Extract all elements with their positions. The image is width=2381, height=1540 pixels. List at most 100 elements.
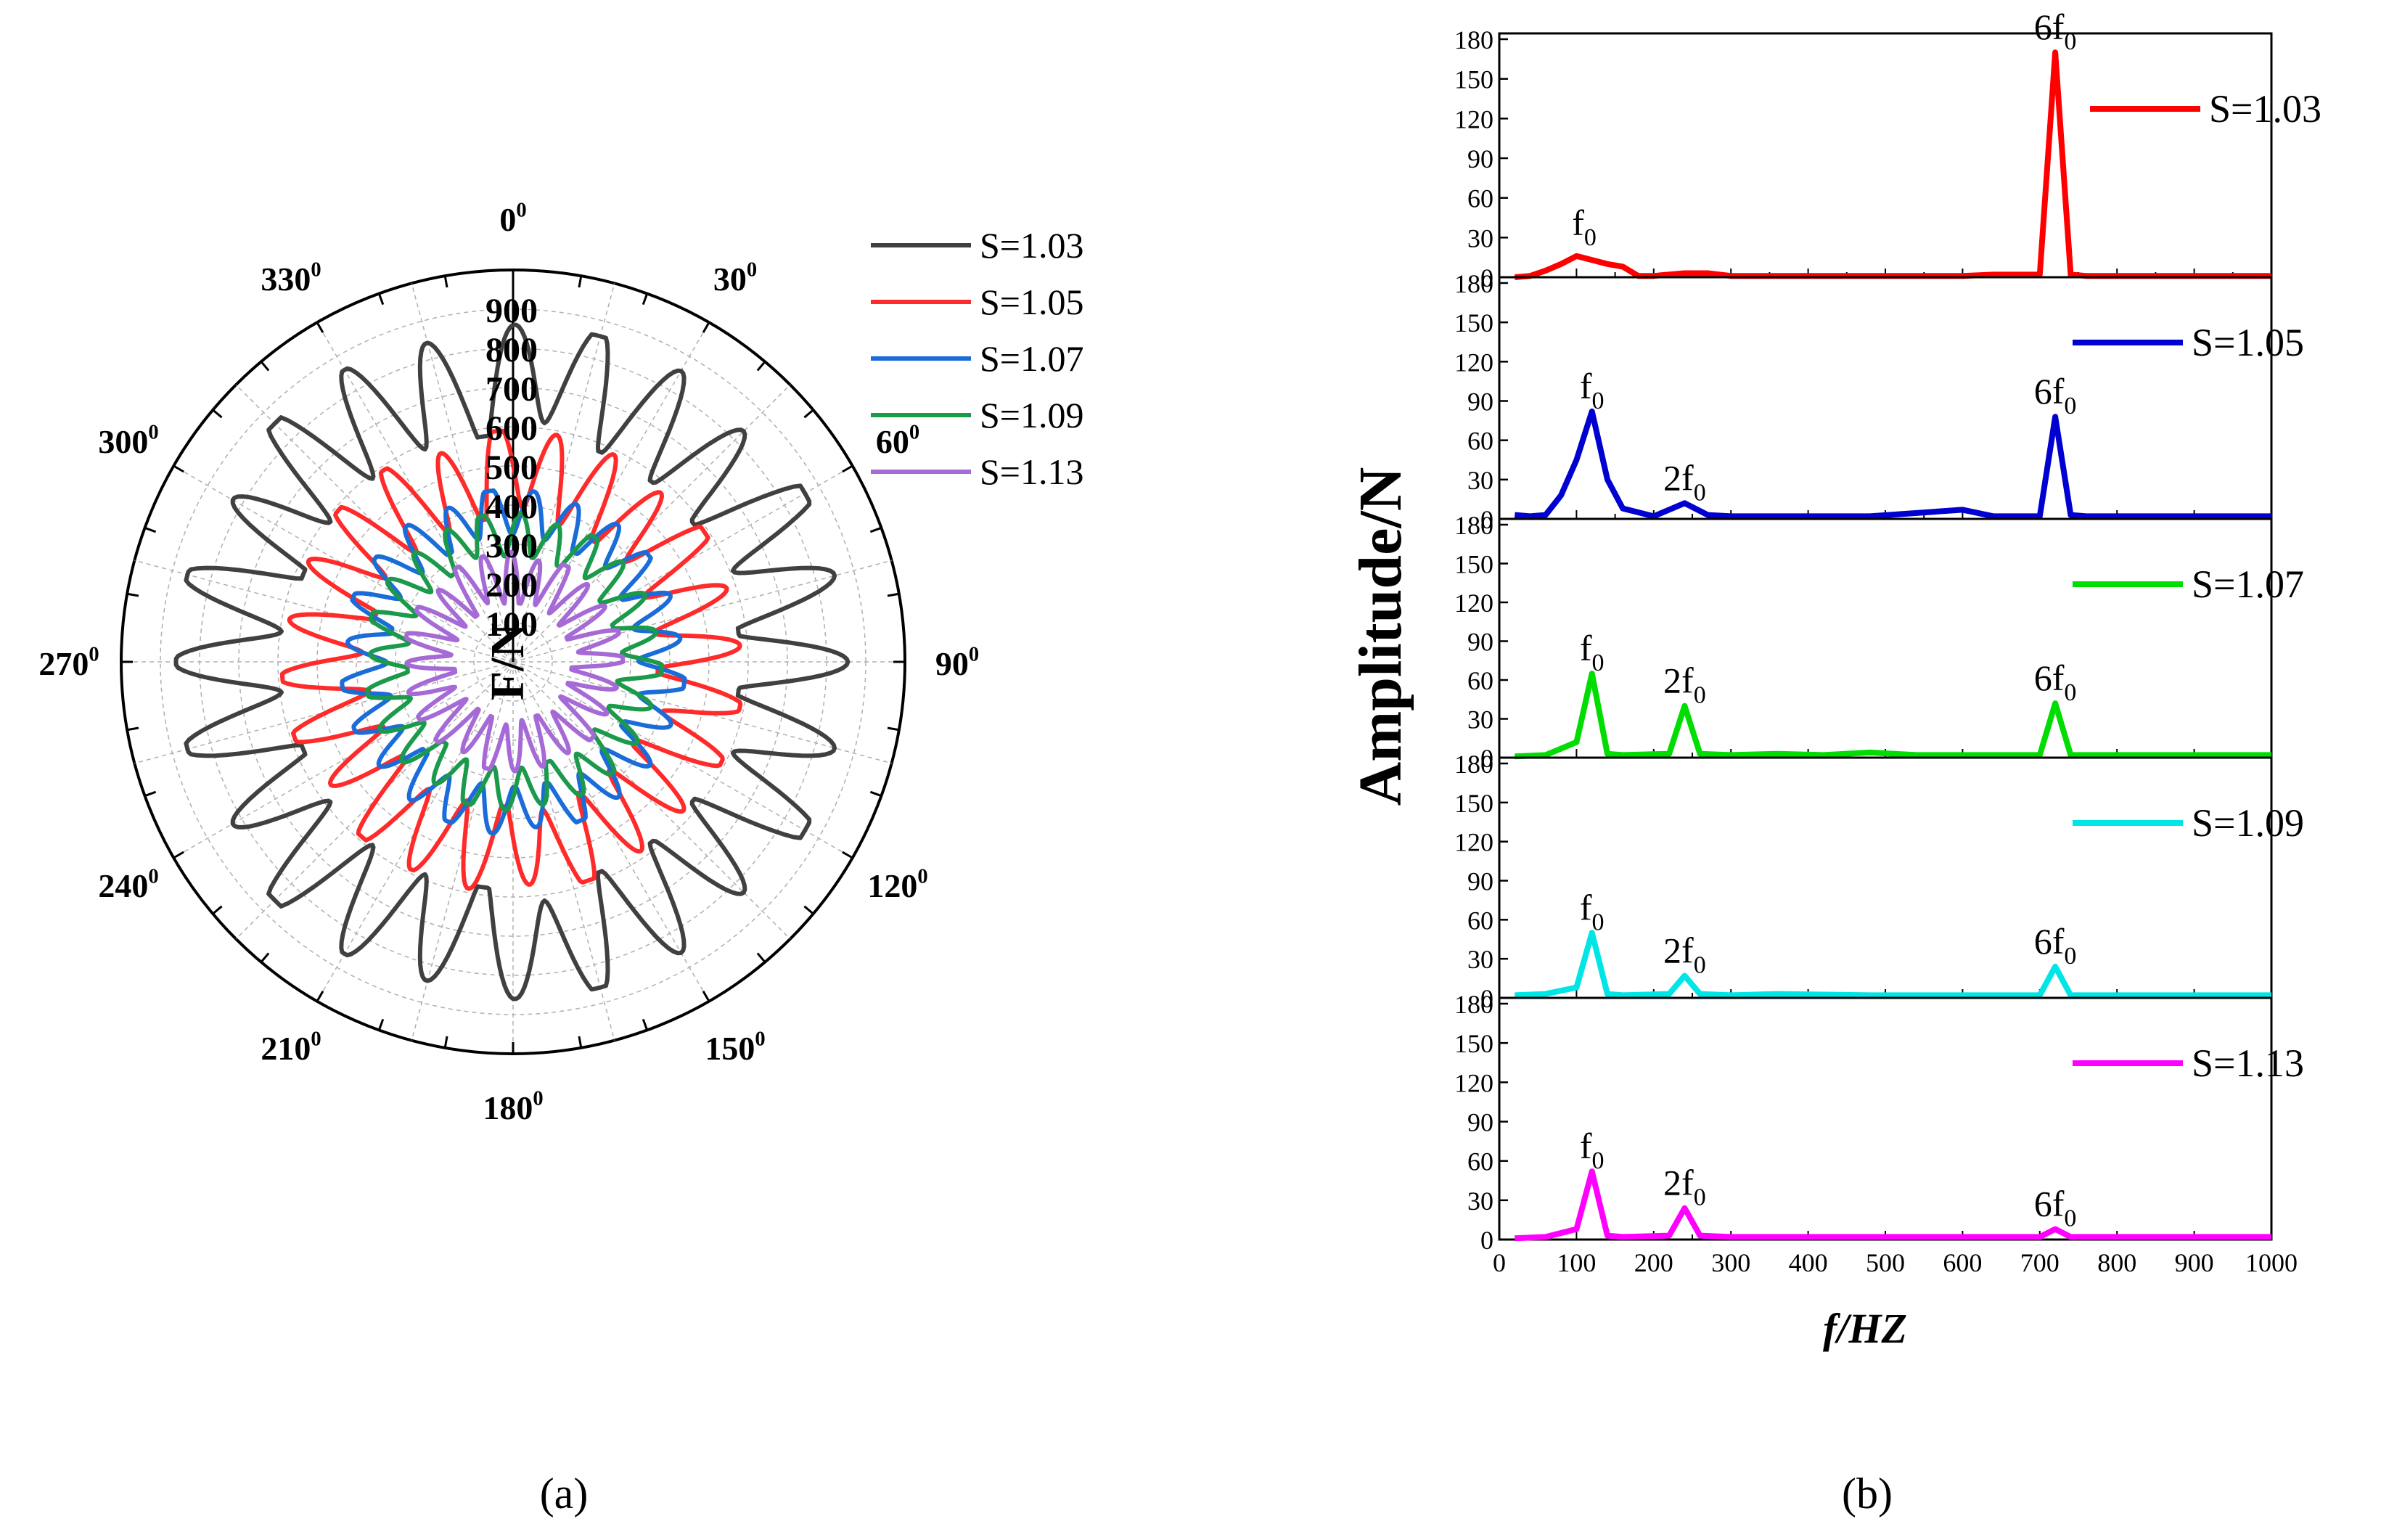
spectrum-peak-label: f0 bbox=[1580, 1126, 1605, 1174]
spectrum-x-tick-label: 700 bbox=[2020, 1248, 2060, 1277]
spectrum-y-tick-label: 30 bbox=[1467, 945, 1493, 974]
spectrum-y-tick-label: 60 bbox=[1467, 184, 1493, 213]
polar-angle-tick bbox=[260, 361, 270, 372]
polar-grid-spoke bbox=[512, 661, 791, 940]
polar-angle-tick bbox=[702, 321, 710, 333]
spectrum-y-tick-label: 60 bbox=[1467, 666, 1493, 695]
polar-radial-tick-label: 500 bbox=[485, 449, 538, 487]
spectrum-series-line bbox=[1514, 408, 2271, 520]
spectrum-y-tick-label: 180 bbox=[1454, 990, 1493, 1019]
polar-angle-tick bbox=[377, 1018, 385, 1031]
spectrum-y-tick-label: 0 bbox=[1480, 505, 1493, 534]
spectrum-panel-frame bbox=[1498, 517, 2273, 759]
polar-radial-title: F/N bbox=[481, 623, 534, 700]
polar-angle-tick bbox=[144, 790, 157, 798]
polar-angle-tick bbox=[756, 952, 766, 963]
polar-angle-label: 3300 bbox=[261, 259, 321, 298]
spectrum-y-tick-label: 150 bbox=[1454, 1029, 1493, 1058]
legend-label: S=1.09 bbox=[980, 395, 1084, 435]
spectrum-y-tick-label: 120 bbox=[1454, 589, 1493, 618]
spectrum-peak-label: 6f0 bbox=[2034, 7, 2077, 55]
polar-series-line bbox=[364, 511, 665, 813]
spectrum-chart: 0 30 60 90 120 150 180 f0 6f0 S=1.03 0 30 60 90 120 150… bbox=[1347, 7, 2321, 1352]
polar-angle-tick bbox=[212, 409, 223, 419]
spectrum-x-tick-label: 600 bbox=[1943, 1248, 1982, 1277]
polar-angle-tick bbox=[642, 293, 649, 306]
polar-series-line bbox=[173, 322, 851, 1002]
polar-angle-tick bbox=[173, 464, 184, 473]
polar-angle-tick bbox=[316, 321, 324, 333]
spectrum-peak-label: f0 bbox=[1572, 202, 1597, 251]
polar-grid-spoke bbox=[512, 560, 892, 663]
spectrum-y-tick-label: 150 bbox=[1454, 308, 1493, 337]
spectrum-series-line bbox=[1515, 1168, 2271, 1242]
polar-radial-tick-label: 100 bbox=[485, 605, 538, 644]
legend-label: S=1.03 bbox=[980, 225, 1084, 266]
polar-angle-tick bbox=[578, 275, 583, 288]
polar-series-line bbox=[279, 428, 743, 891]
polar-angle-label: 2100 bbox=[261, 1028, 321, 1067]
spectrum-x-tick-label: 400 bbox=[1789, 1248, 1828, 1277]
spectrum-y-tick-label: 150 bbox=[1454, 789, 1493, 818]
spectrum-x-tick-label: 800 bbox=[2097, 1248, 2136, 1277]
polar-radial-tick-label: 800 bbox=[485, 331, 538, 369]
spectrum-panel-frame bbox=[1498, 756, 2273, 999]
polar-radial-tick-label: 400 bbox=[485, 488, 538, 526]
spectrum-legend-label: S=1.05 bbox=[2192, 321, 2304, 364]
spectrum-peak-label: 2f0 bbox=[1663, 930, 1706, 978]
spectrum-y-tick-label: 120 bbox=[1454, 105, 1493, 134]
spectrum-peak-label: 6f0 bbox=[2034, 371, 2077, 419]
polar-angle-tick bbox=[260, 952, 270, 963]
spectrum-series-line bbox=[1514, 49, 2271, 280]
polar-angle-label: 3000 bbox=[98, 422, 158, 460]
polar-angle-tick bbox=[887, 726, 900, 732]
polar-angle-label: 1800 bbox=[483, 1088, 543, 1126]
spectrum-x-tick-label: 200 bbox=[1634, 1248, 1673, 1277]
polar-series-line bbox=[403, 549, 626, 774]
polar-angle-tick bbox=[578, 1036, 583, 1049]
spectrum-x-tick-label: 300 bbox=[1711, 1248, 1750, 1277]
spectrum-y-tick-label: 30 bbox=[1467, 705, 1493, 734]
polar-angle-tick bbox=[443, 275, 448, 288]
spectrum-panel-frame bbox=[1498, 996, 2273, 1241]
legend-label: S=1.05 bbox=[980, 282, 1084, 322]
spectrum-series-line bbox=[1515, 671, 2271, 760]
polar-angle-label: 2400 bbox=[98, 866, 158, 904]
spectrum-y-tick-label: 0 bbox=[1480, 744, 1493, 773]
polar-angle-tick bbox=[377, 293, 385, 306]
polar-angle-label: 1500 bbox=[705, 1028, 765, 1067]
polar-angle-tick bbox=[803, 905, 814, 915]
spectrum-y-tick-label: 60 bbox=[1467, 1147, 1493, 1176]
polar-angle-tick bbox=[126, 592, 139, 597]
spectrum-y-tick-label: 150 bbox=[1454, 550, 1493, 579]
polar-radial-tick-label: 900 bbox=[485, 292, 538, 330]
polar-grid-spoke bbox=[512, 321, 710, 663]
spectrum-peak-label: 2f0 bbox=[1663, 457, 1706, 506]
spectrum-y-tick-label: 180 bbox=[1454, 25, 1493, 54]
spectrum-panel-frame bbox=[1498, 32, 2273, 279]
polar-angle-tick bbox=[212, 905, 223, 915]
spectrum-peak-label: f0 bbox=[1580, 628, 1605, 676]
spectrum-peak-label: 2f0 bbox=[1663, 660, 1706, 709]
spectrum-x-tick-label: 1000 bbox=[2245, 1248, 2298, 1277]
spectrum-y-tick-label: 150 bbox=[1454, 65, 1493, 94]
spectrum-y-tick-label: 60 bbox=[1467, 906, 1493, 935]
spectrum-y-tick-label: 30 bbox=[1467, 224, 1493, 253]
spectrum-y-tick-label: 0 bbox=[1480, 984, 1493, 1013]
polar-angle-tick bbox=[887, 592, 900, 597]
spectrum-panel-frame bbox=[1498, 276, 2273, 520]
spectrum-y-tick-label: 90 bbox=[1467, 867, 1493, 896]
polar-angle-label: 900 bbox=[935, 644, 979, 682]
polar-radial-tick-label: 200 bbox=[485, 566, 538, 605]
spectrum-peak-label: 6f0 bbox=[2034, 921, 2077, 970]
spectrum-y-tick-label: 30 bbox=[1467, 466, 1493, 495]
polar-angle-tick bbox=[702, 991, 710, 1002]
spectrum-y-tick-label: 180 bbox=[1454, 269, 1493, 298]
spectrum-peak-label: f0 bbox=[1580, 366, 1605, 414]
spectrum-x-tick-label: 0 bbox=[1493, 1248, 1506, 1277]
spectrum-y-tick-label: 0 bbox=[1480, 1226, 1493, 1255]
polar-angle-tick bbox=[316, 991, 324, 1002]
polar-angle-label: 2700 bbox=[38, 644, 99, 682]
spectrum-legend-label: S=1.13 bbox=[2192, 1041, 2304, 1085]
